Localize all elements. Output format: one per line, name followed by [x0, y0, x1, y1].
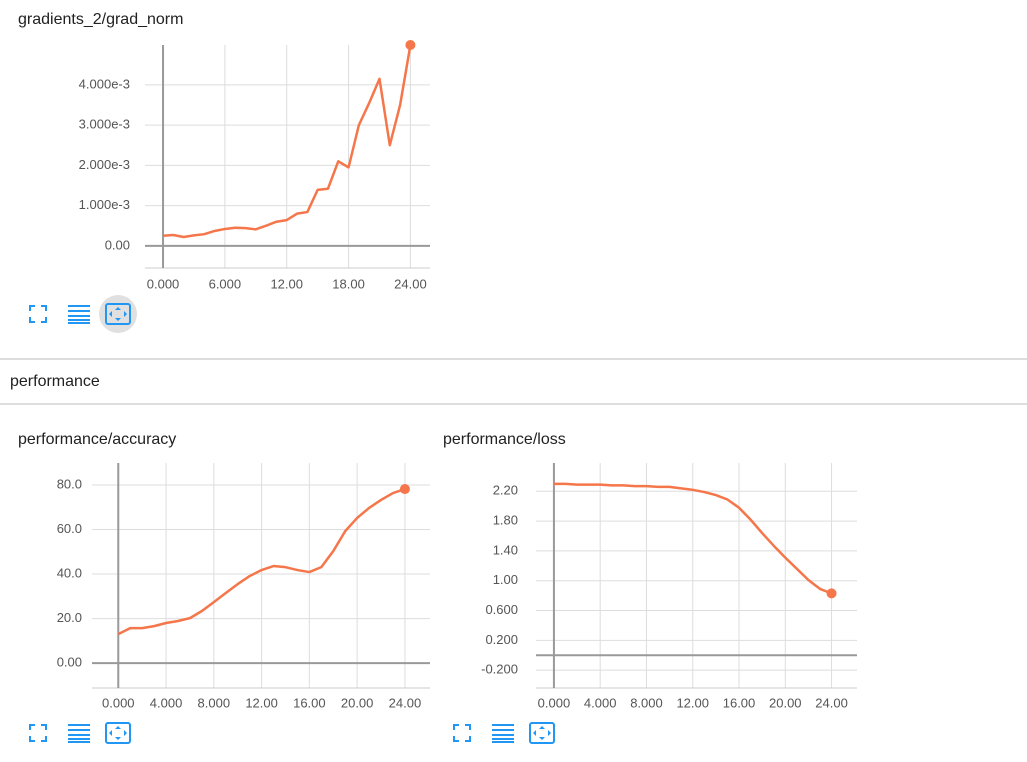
- fullscreen-button[interactable]: [453, 724, 471, 742]
- y-tick-label: 2.20: [493, 483, 518, 498]
- x-tick-label: 4.000: [150, 695, 183, 710]
- chart-toolbar: [99, 295, 137, 333]
- y-tick-label: 1.000e-3: [79, 197, 130, 212]
- y-tick-label: 1.00: [493, 572, 518, 587]
- fit-domain-arrows: [533, 726, 551, 740]
- x-tick-label: 0.000: [147, 276, 180, 291]
- y-tick-label: 40.0: [57, 565, 82, 580]
- y-tick-label: 4.000e-3: [79, 76, 130, 91]
- fullscreen-button[interactable]: [29, 305, 47, 323]
- y-tick-label: 0.00: [57, 655, 82, 670]
- y-tick-label: 2.000e-3: [79, 157, 130, 172]
- y-tick-label: 60.0: [57, 521, 82, 536]
- x-tick-label: 12.00: [270, 276, 303, 291]
- chart-toolbar: [29, 303, 131, 325]
- x-tick-label: 8.000: [630, 695, 663, 710]
- x-tick-label: 16.00: [293, 695, 326, 710]
- x-tick-label: 4.000: [584, 695, 617, 710]
- section-title: performance: [10, 373, 100, 390]
- fit-domain-button[interactable]: [105, 722, 131, 744]
- toggle-log-button[interactable]: [492, 724, 514, 743]
- x-tick-label: 18.00: [332, 276, 365, 291]
- toggle-log-button[interactable]: [68, 305, 90, 324]
- y-tick-label: 0.600: [485, 602, 518, 617]
- y-tick-label: 20.0: [57, 610, 82, 625]
- fit-domain-arrows: [109, 307, 127, 321]
- toggle-log-button[interactable]: [68, 724, 90, 743]
- chart-title: performance/loss: [443, 431, 566, 448]
- last-point: [399, 484, 410, 495]
- line: [553, 482, 833, 595]
- last-point: [405, 40, 416, 50]
- y-tick-label: 1.40: [493, 542, 518, 557]
- y-tick-label: 1.80: [493, 513, 518, 528]
- x-tick-label: 12.00: [245, 695, 278, 710]
- y-tick-label: 80.0: [57, 476, 82, 491]
- x-tick-label: 6.000: [209, 276, 242, 291]
- line: [162, 44, 412, 239]
- y-tick-label: 0.00: [105, 237, 130, 252]
- chart-toolbar: [453, 722, 555, 744]
- y-tick-label: 0.200: [485, 632, 518, 647]
- x-tick-label: 24.00: [394, 276, 427, 291]
- x-tick-label: 24.00: [389, 695, 422, 710]
- x-tick-label: 0.000: [538, 695, 571, 710]
- x-tick-label: 24.00: [815, 695, 848, 710]
- last-point: [826, 588, 837, 599]
- chart-title: performance/accuracy: [18, 431, 176, 448]
- x-tick-label: 20.00: [341, 695, 374, 710]
- y-tick-label: 3.000e-3: [79, 117, 130, 132]
- chart-title: gradients_2/grad_norm: [18, 11, 183, 28]
- x-tick-label: 12.00: [676, 695, 709, 710]
- fit-domain-button[interactable]: [105, 303, 131, 325]
- hover-highlight: [99, 295, 137, 333]
- chart-toolbar: [29, 722, 131, 744]
- y-tick-label: -0.200: [481, 662, 518, 677]
- fit-domain-arrows: [109, 726, 127, 740]
- x-tick-label: 8.000: [198, 695, 231, 710]
- line: [117, 487, 406, 636]
- fit-domain-button[interactable]: [529, 722, 555, 744]
- fullscreen-button[interactable]: [29, 724, 47, 742]
- x-tick-label: 0.000: [102, 695, 135, 710]
- x-tick-label: 16.00: [723, 695, 756, 710]
- x-tick-label: 20.00: [769, 695, 802, 710]
